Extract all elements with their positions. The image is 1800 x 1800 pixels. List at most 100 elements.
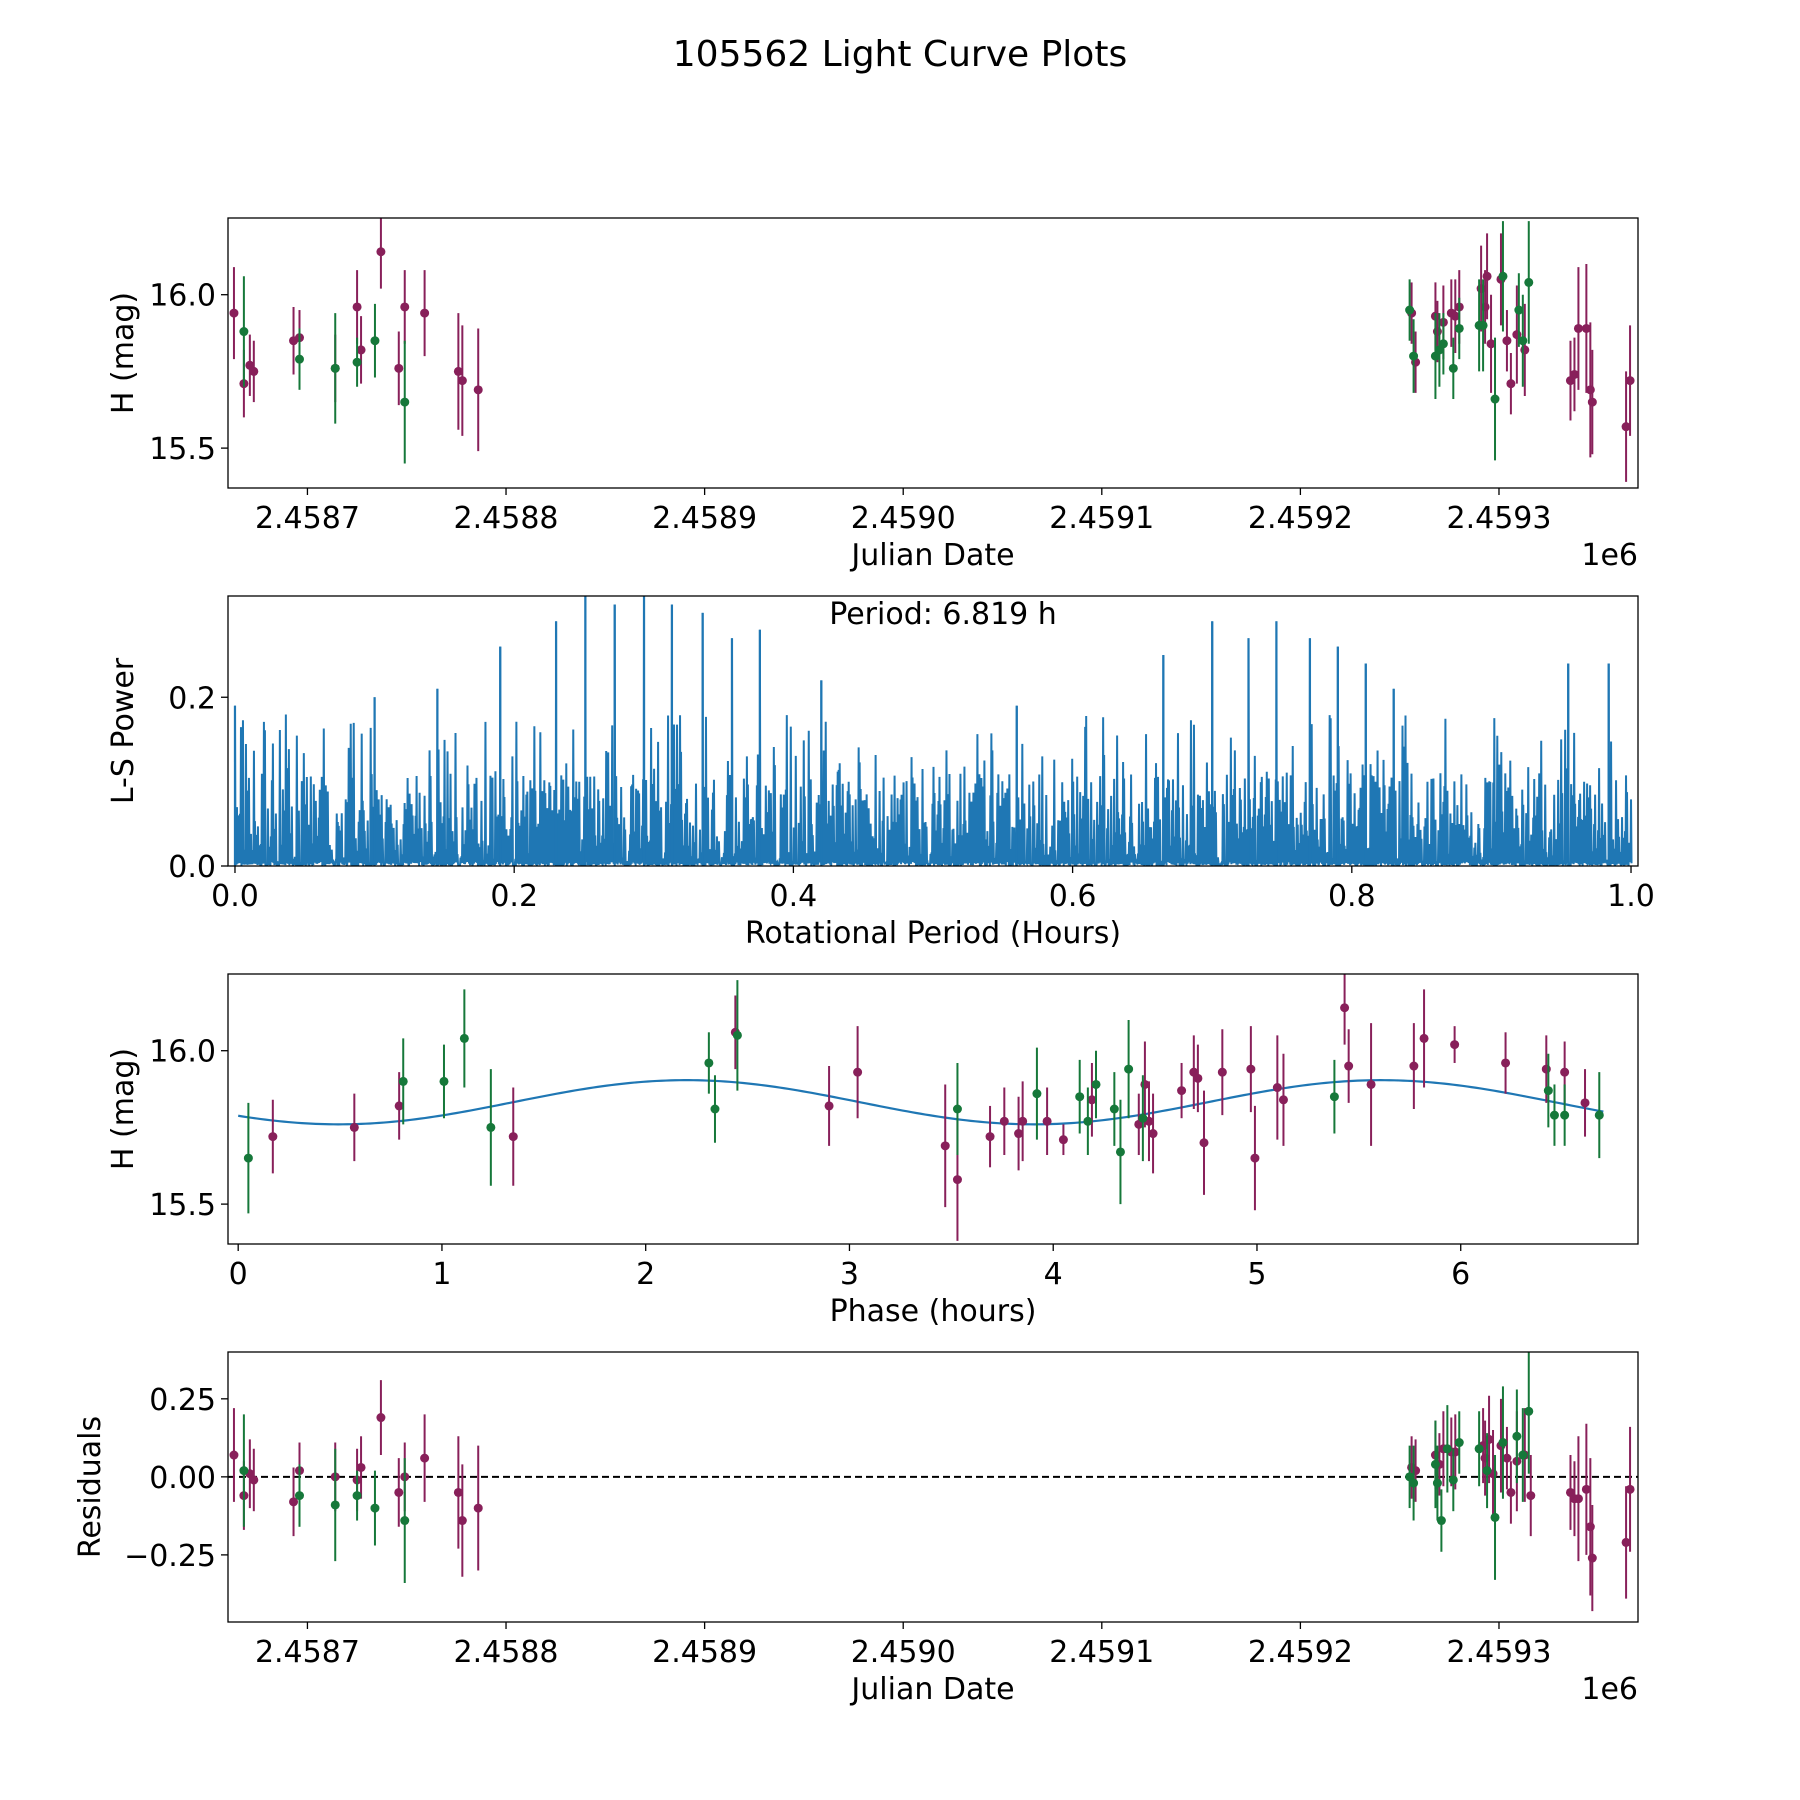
lightcurve-plot-area	[229, 218, 1635, 482]
data-point	[1585, 1522, 1595, 1532]
data-point	[1138, 1113, 1148, 1123]
x-tick-label: 2.4588	[454, 501, 559, 536]
x-tick-label: 2.4589	[652, 501, 757, 536]
data-point	[704, 1058, 714, 1068]
data-point	[1409, 351, 1419, 361]
data-point	[1250, 1153, 1260, 1163]
data-point	[1573, 1494, 1583, 1504]
series-g	[243, 980, 1604, 1214]
data-point	[1520, 345, 1530, 355]
data-point	[239, 1466, 249, 1476]
series-r	[229, 1380, 1635, 1612]
data-point	[1454, 1438, 1464, 1448]
data-point	[268, 1132, 278, 1142]
x-tick-label: 2.4591	[1049, 1635, 1154, 1670]
axes-frame	[227, 595, 1639, 867]
data-point	[1432, 1478, 1442, 1488]
data-point	[370, 336, 380, 346]
data-point	[289, 1497, 299, 1507]
x-tick-label: 2.4590	[851, 1635, 956, 1670]
data-point	[453, 366, 463, 376]
data-point	[352, 357, 362, 367]
phased-chart: 0 1 2 3 4 5 6 15.5 16.0 Phase (hours) H (mag)	[106, 973, 1639, 1329]
y-tick-label: 0.25	[149, 1383, 216, 1418]
data-point	[1109, 1104, 1119, 1114]
data-point	[1502, 1453, 1512, 1463]
data-point	[1058, 1135, 1068, 1145]
x-tick-label: 2.4593	[1446, 1635, 1551, 1670]
periodogram-chart: 0.0 0.2 0.4 0.6 0.8 1.0 0.0 0.2 Rotational Perio…	[106, 595, 1655, 951]
y-axis-label: Residuals	[73, 1416, 108, 1558]
x-tick-label: 2.4590	[851, 501, 956, 536]
data-point	[457, 1516, 467, 1526]
data-point	[1246, 1064, 1256, 1074]
x-tick-label: 0.8	[1328, 879, 1376, 914]
series-r	[268, 974, 1590, 1241]
data-point	[1498, 1438, 1508, 1448]
data-point	[439, 1076, 449, 1086]
data-point	[1587, 397, 1597, 407]
x-tick-label: 2.4591	[1049, 501, 1154, 536]
data-point	[1193, 1073, 1203, 1083]
data-point	[1526, 1491, 1536, 1501]
data-point	[473, 385, 483, 395]
data-point	[1405, 305, 1415, 315]
data-point	[1083, 1116, 1093, 1126]
data-point	[1042, 1116, 1052, 1126]
data-point	[1115, 1147, 1125, 1157]
data-point	[1482, 1466, 1492, 1476]
data-point	[352, 302, 362, 312]
data-point	[1490, 394, 1500, 404]
data-point	[1430, 1459, 1440, 1469]
data-point	[1502, 336, 1512, 346]
y-tick-label: 15.5	[149, 432, 216, 467]
data-point	[1541, 1064, 1551, 1074]
y-tick-label: 0.2	[168, 681, 216, 716]
phased-plot-area	[238, 974, 1604, 1241]
data-point	[1560, 1110, 1570, 1120]
data-point	[1409, 1478, 1419, 1488]
data-point	[1432, 327, 1442, 337]
data-point	[1621, 422, 1631, 432]
data-point	[1514, 305, 1524, 315]
data-point	[1032, 1089, 1042, 1099]
data-point	[1560, 1067, 1570, 1077]
x-tick-label: 0.0	[211, 879, 259, 914]
periodogram-plot-area	[233, 596, 1633, 866]
data-point	[330, 363, 340, 373]
x-tick-label: 1	[432, 1257, 451, 1292]
data-point	[824, 1101, 834, 1111]
data-point	[1409, 1061, 1419, 1071]
data-point	[1340, 1003, 1350, 1013]
axes-frame	[227, 217, 1639, 489]
data-point	[349, 1122, 359, 1132]
data-point	[394, 1101, 404, 1111]
data-point	[1454, 323, 1464, 333]
data-point	[1148, 1129, 1158, 1139]
data-point	[330, 1500, 340, 1510]
data-point	[486, 1122, 496, 1132]
data-point	[1524, 1406, 1534, 1416]
data-point	[853, 1067, 863, 1077]
y-tick-label: 16.0	[149, 1035, 216, 1070]
data-point	[249, 366, 259, 376]
x-tick-label: 2.4589	[652, 1635, 757, 1670]
data-point	[1450, 311, 1460, 321]
data-point	[1569, 369, 1579, 379]
data-point	[1344, 1061, 1354, 1071]
series-g	[239, 221, 1534, 464]
data-point	[1014, 1129, 1024, 1139]
data-point	[952, 1104, 962, 1114]
x-axis-label: Rotational Period (Hours)	[745, 916, 1121, 951]
x-tick-label: 2.4592	[1248, 1635, 1353, 1670]
x-tick-label: 3	[840, 1257, 859, 1292]
data-point	[453, 1487, 463, 1497]
data-point	[1217, 1067, 1227, 1077]
x-offset-label: 1e6	[1581, 538, 1638, 573]
residuals-plot-area	[228, 1352, 1638, 1612]
x-axis-label: Phase (hours)	[830, 1294, 1037, 1329]
y-axis-label: H (mag)	[106, 292, 141, 414]
period-annotation: Period: 6.819 h	[829, 597, 1057, 632]
y-axis-label: H (mag)	[106, 1048, 141, 1170]
